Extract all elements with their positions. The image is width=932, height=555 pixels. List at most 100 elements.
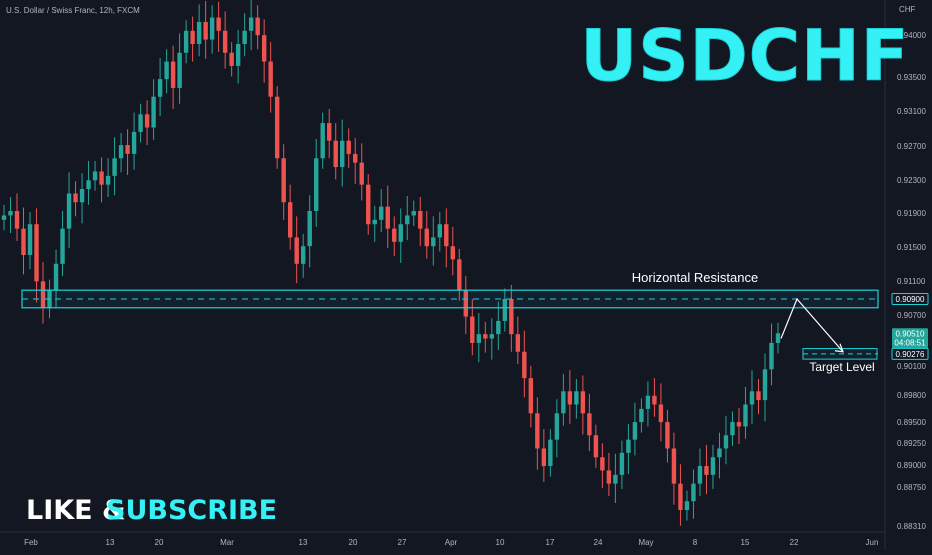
candle [405, 196, 410, 241]
cta-subscribe: SUBSCRIBE [106, 495, 277, 526]
x-tick-label: Feb [24, 538, 38, 547]
x-tick-label: May [638, 538, 653, 547]
candle [112, 137, 117, 196]
candle [678, 464, 683, 526]
y-tick-label: 0.90100 [897, 362, 926, 371]
y-tick-label: 0.89000 [897, 461, 926, 470]
candle [574, 378, 579, 419]
candle [281, 144, 286, 220]
candle [294, 216, 299, 284]
candle [190, 16, 195, 62]
x-tick-label: 15 [741, 538, 750, 547]
candle [366, 174, 371, 235]
candle [684, 490, 690, 521]
candle [314, 138, 319, 227]
candle [437, 211, 442, 252]
candle [86, 160, 91, 205]
target-price-tag: 0.90276 [891, 347, 929, 360]
x-tick-label: 22 [790, 538, 799, 547]
x-tick-label: Mar [220, 538, 234, 547]
candle [203, 0, 208, 59]
candle [151, 79, 156, 140]
candles-layer [1, 0, 781, 526]
candle [600, 443, 605, 489]
candle [248, 0, 254, 51]
candle [125, 129, 130, 175]
candle [164, 49, 169, 94]
candle [567, 370, 573, 424]
candle [183, 20, 189, 64]
candle [457, 248, 462, 301]
candle [515, 316, 521, 365]
candle [274, 86, 280, 169]
candle [704, 444, 709, 495]
candle [697, 448, 703, 496]
candle [483, 321, 488, 353]
x-tick-label: Apr [445, 538, 458, 547]
x-tick-label: 13 [299, 538, 308, 547]
candle [157, 58, 163, 117]
candle [379, 189, 384, 233]
x-axis: Feb 13 20 Mar 13 20 27 Apr 10 17 24 May 8 15 22 Jun [24, 538, 878, 547]
candle [450, 226, 455, 276]
candle [619, 440, 625, 489]
candle [496, 301, 501, 350]
candle [392, 216, 397, 256]
candle [235, 29, 241, 84]
target-price-label: 0.90276 [896, 350, 925, 359]
candle [645, 381, 651, 427]
candle [418, 196, 423, 247]
candle [27, 211, 33, 270]
candle [554, 399, 560, 458]
candle [671, 432, 677, 505]
candle [261, 19, 267, 83]
y-tick-label: 0.93100 [897, 107, 926, 116]
y-tick-label: 0.89250 [897, 439, 926, 448]
candle [535, 397, 540, 470]
x-tick-label: 20 [349, 538, 358, 547]
candle [691, 469, 696, 519]
candle [340, 119, 345, 187]
y-tick-label: 0.90700 [897, 311, 926, 320]
currency-label: CHF [899, 5, 916, 14]
candle [287, 184, 293, 250]
candle [372, 205, 377, 242]
candle [92, 160, 98, 191]
candle [170, 45, 176, 110]
candle [177, 33, 182, 104]
candle [756, 378, 761, 415]
candle [489, 318, 495, 360]
candle [144, 100, 150, 146]
candle [105, 158, 111, 197]
resistance-label: Horizontal Resistance [632, 270, 758, 285]
candle [424, 211, 429, 259]
candle [710, 444, 716, 489]
x-tick-label: 17 [546, 538, 555, 547]
candle [40, 262, 46, 324]
candle [522, 330, 527, 398]
big-title: USDCHF [580, 15, 909, 97]
y-axis: 0.94000 0.93500 0.93100 0.92700 0.92300 0.919… [897, 31, 926, 531]
x-tick-label: 27 [398, 538, 407, 547]
candle [626, 423, 631, 474]
y-tick-label: 0.88750 [897, 483, 926, 492]
candle [21, 207, 26, 275]
symbol-label: U.S. Dollar / Swiss Franc, 12h, FXCM [6, 6, 140, 15]
candle [118, 132, 124, 173]
candle [385, 185, 390, 248]
candle [66, 172, 72, 248]
candle [411, 200, 416, 226]
candle [79, 173, 85, 224]
current-price-tag: 0.90510 04:08:51 [892, 328, 928, 349]
x-tick-label: 13 [106, 538, 115, 547]
candle [717, 432, 722, 479]
candle [463, 276, 468, 335]
candle [509, 284, 514, 352]
y-tick-label: 0.92700 [897, 142, 926, 151]
cta-like: LIKE & [26, 495, 126, 526]
candle [665, 409, 670, 463]
y-tick-label: 0.91500 [897, 243, 926, 252]
candle [541, 429, 547, 482]
candle [587, 393, 592, 452]
